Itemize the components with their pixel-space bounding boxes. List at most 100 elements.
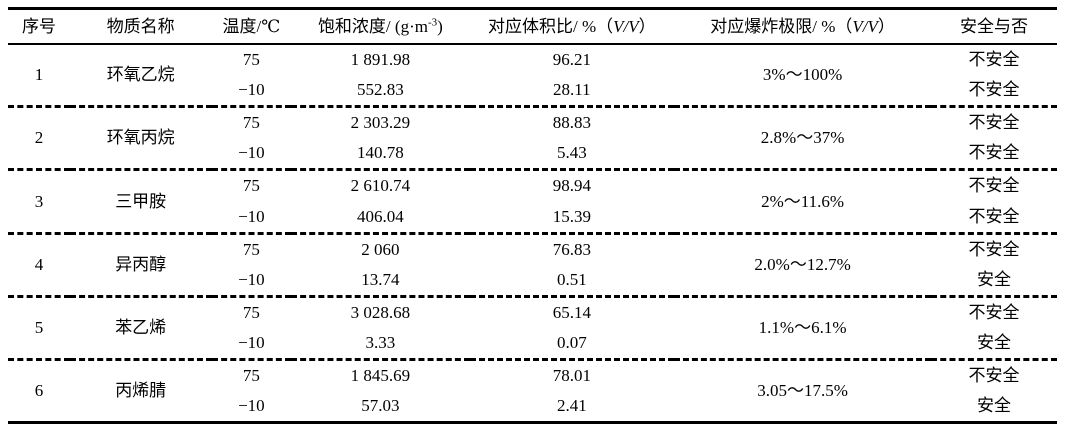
table-group-3: 3 三甲胺 75 2 610.74 98.94 2%～11.6% 不安全 −10… [8,169,1057,234]
cell-temperature: 75 [242,302,260,322]
cell-safety: 不安全 [968,302,1020,322]
table-row: −10 140.78 5.43 不安全 [8,138,1057,170]
cell-substance: 丙烯腈 [115,381,167,401]
table-row: 3 三甲胺 75 2 610.74 98.94 2%～11.6% 不安全 [8,170,1057,210]
cell-safety: 不安全 [968,239,1020,259]
header-concentration-close: ) [437,17,443,36]
header-concentration: 饱和浓度/ (g·m-3) [291,8,470,46]
cell-explosion-limit: 3%～100% [762,65,843,85]
cell-concentration: 1 891.98 [350,50,411,70]
cell-safety: 不安全 [968,176,1020,196]
table-group-1: 1 环氧乙烷 75 1 891.98 96.21 3%～100% 不安全 −10… [8,44,1057,107]
cell-safety: 不安全 [968,113,1020,133]
cell-concentration: 140.78 [357,143,404,163]
cell-explosion-limit: 2.0%～12.7% [754,254,851,274]
table-group-6: 6 丙烯腈 75 1 845.69 78.01 3.05～17.5% 不安全 −… [8,359,1057,423]
cell-safety: 不安全 [968,143,1020,163]
substance-safety-table: 序号 物质名称 温度/℃ 饱和浓度/ (g·m-3) 对应体积比/ %（V/V）… [8,7,1057,425]
cell-safety: 不安全 [968,206,1020,226]
cell-index: 6 [34,381,44,401]
table-row: −10 57.03 2.41 安全 [8,391,1057,423]
cell-index: 5 [34,317,44,337]
cell-concentration: 3.33 [365,332,396,352]
cell-index: 1 [34,65,44,85]
cell-volume-ratio: 2.41 [556,396,587,416]
header-explosion-limit-text: 对应爆炸极限/ %（ [710,17,853,36]
header-volume-ratio-vv: V/V [613,17,639,36]
cell-safety: 不安全 [968,366,1020,386]
header-index: 序号 [8,8,70,46]
header-safety: 安全与否 [931,8,1057,46]
header-concentration-superscript: -3 [427,16,438,29]
table-group-2: 2 环氧丙烷 75 2 303.29 88.83 2.8%～37% 不安全 −1… [8,106,1057,170]
cell-concentration: 406.04 [357,206,404,226]
cell-safety: 安全 [977,396,1012,416]
table-row: 4 异丙醇 75 2 060 76.83 2.0%～12.7% 不安全 [8,233,1057,274]
cell-substance: 异丙醇 [115,254,167,274]
table-row: 5 苯乙烯 75 3 028.68 65.14 1.1%～6.1% 不安全 [8,296,1057,337]
cell-temperature: 75 [242,50,260,70]
cell-temperature: 75 [242,239,260,259]
table-row: 6 丙烯腈 75 1 845.69 78.01 3.05～17.5% 不安全 [8,360,1057,400]
table-row: 2 环氧丙烷 75 2 303.29 88.83 2.8%～37% 不安全 [8,107,1057,147]
header-volume-ratio-close: ） [638,17,656,36]
cell-volume-ratio: 15.39 [552,206,591,226]
cell-volume-ratio: 0.51 [556,269,587,289]
cell-concentration: 2 060 [361,239,400,259]
cell-temperature: −10 [238,269,265,289]
cell-substance: 环氧乙烷 [106,65,175,85]
cell-volume-ratio: 76.83 [552,239,591,259]
cell-temperature: 75 [242,113,260,133]
cell-volume-ratio: 88.83 [552,113,591,133]
cell-volume-ratio: 28.11 [553,80,591,100]
cell-concentration: 552.83 [357,80,404,100]
cell-volume-ratio: 98.94 [552,176,591,196]
cell-temperature: −10 [238,396,265,416]
cell-explosion-limit: 3.05～17.5% [757,381,848,401]
cell-index: 3 [34,191,44,211]
table-row: −10 552.83 28.11 不安全 [8,75,1057,107]
cell-temperature: −10 [238,143,265,163]
cell-explosion-limit: 1.1%～6.1% [758,317,847,337]
cell-volume-ratio: 5.43 [556,143,587,163]
cell-concentration: 1 845.69 [350,366,411,386]
header-substance: 物质名称 [69,8,212,46]
cell-temperature: −10 [238,80,265,100]
header-volume-ratio-text: 对应体积比/ %（ [488,17,614,36]
cell-temperature: 75 [242,366,260,386]
header-row: 序号 物质名称 温度/℃ 饱和浓度/ (g·m-3) 对应体积比/ %（V/V）… [8,8,1057,46]
cell-explosion-limit: 2.8%～37% [760,128,845,148]
table-row: −10 13.74 0.51 安全 [8,265,1057,297]
cell-volume-ratio: 96.21 [552,50,591,70]
cell-concentration: 13.74 [361,269,400,289]
cell-volume-ratio: 78.01 [552,366,591,386]
cell-substance: 环氧丙烷 [106,128,175,148]
cell-temperature: 75 [242,176,260,196]
header-temperature: 温度/℃ [211,8,292,46]
cell-substance: 三甲胺 [115,191,167,211]
table-group-5: 5 苯乙烯 75 3 028.68 65.14 1.1%～6.1% 不安全 −1… [8,296,1057,359]
table-header: 序号 物质名称 温度/℃ 饱和浓度/ (g·m-3) 对应体积比/ %（V/V）… [8,8,1057,46]
table-row: −10 406.04 15.39 不安全 [8,202,1057,234]
table-group-4: 4 异丙醇 75 2 060 76.83 2.0%～12.7% 不安全 −10 … [8,233,1057,296]
cell-temperature: −10 [238,206,265,226]
cell-substance: 苯乙烯 [115,317,167,337]
cell-concentration: 2 303.29 [350,113,411,133]
cell-temperature: −10 [238,332,265,352]
cell-concentration: 3 028.68 [350,302,411,322]
cell-safety: 安全 [977,269,1012,289]
header-volume-ratio: 对应体积比/ %（V/V） [469,8,675,46]
header-explosion-limit-close: ） [877,17,895,36]
header-explosion-limit: 对应爆炸极限/ %（V/V） [674,8,932,46]
cell-explosion-limit: 2%～11.6% [761,191,845,211]
cell-volume-ratio: 0.07 [556,332,587,352]
table-row: −10 3.33 0.07 安全 [8,328,1057,360]
cell-volume-ratio: 65.14 [552,302,591,322]
cell-index: 4 [34,254,44,274]
cell-index: 2 [34,128,44,148]
cell-safety: 安全 [977,332,1012,352]
table-row: 1 环氧乙烷 75 1 891.98 96.21 3%～100% 不安全 [8,44,1057,84]
header-explosion-limit-vv: V/V [852,17,878,36]
cell-safety: 不安全 [968,80,1020,100]
header-concentration-text: 饱和浓度/ (g·m [317,17,428,36]
